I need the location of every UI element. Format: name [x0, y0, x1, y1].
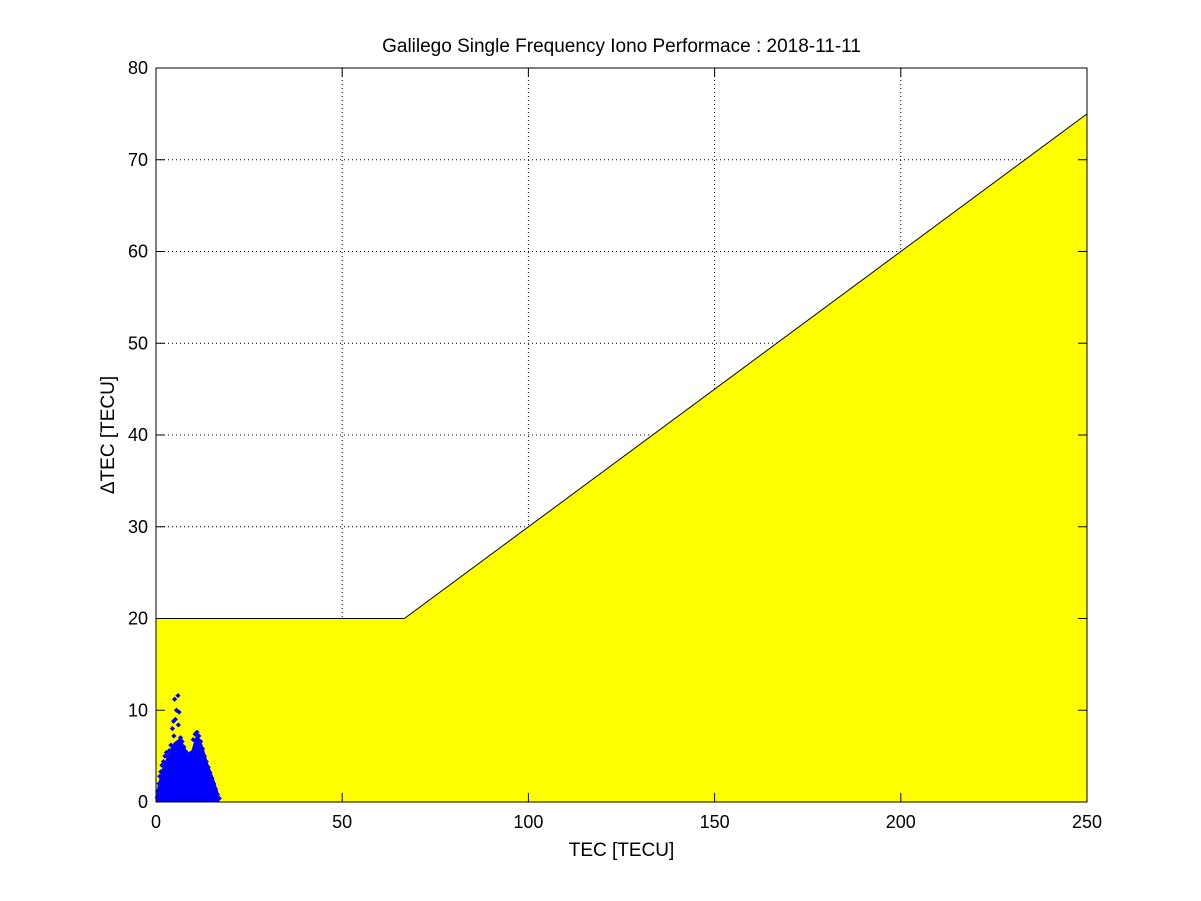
scatter-point	[172, 716, 178, 723]
y-tick-label: 50	[128, 333, 148, 353]
y-tick-label: 60	[128, 242, 148, 262]
scatter-point	[171, 733, 177, 739]
x-tick-label: 0	[151, 812, 161, 832]
scatter-point	[176, 709, 182, 715]
scatter-points	[154, 692, 222, 803]
x-tick-label: 50	[332, 812, 352, 832]
scatter-point	[170, 718, 177, 724]
scatter-point	[175, 722, 181, 728]
scatter-point	[190, 737, 196, 743]
y-tick-label: 0	[138, 792, 148, 812]
chart-title: Galilego Single Frequency Iono Performac…	[382, 36, 861, 57]
x-tick-label: 200	[886, 812, 916, 832]
threshold-boundary-line	[156, 113, 1088, 619]
tick-labels: 0 50 100 150 200 250 0 10 20 30 40 50 60 70 80	[128, 58, 1102, 832]
y-tick-label: 80	[128, 58, 148, 78]
scatter-point	[175, 692, 181, 699]
scatter-point	[194, 729, 200, 735]
axis-ticks	[155, 67, 1088, 803]
x-axis-title: TEC [TECU]	[569, 840, 675, 861]
threshold-region	[156, 113, 1087, 802]
threshold-region-layer	[156, 113, 1088, 802]
scatter-point	[172, 696, 178, 702]
scatter-point	[169, 726, 175, 732]
y-tick-label: 30	[128, 517, 148, 537]
y-tick-label: 10	[128, 700, 148, 720]
x-tick-label: 250	[1072, 812, 1102, 832]
scatter-cluster-area	[156, 732, 220, 802]
y-axis-title: ΔTEC [TECU]	[98, 376, 119, 494]
y-tick-label: 40	[128, 425, 148, 445]
y-tick-label: 70	[128, 150, 148, 170]
x-tick-label: 150	[700, 812, 730, 832]
scatter-point	[168, 742, 174, 748]
y-tick-label: 20	[128, 609, 148, 629]
x-tick-label: 100	[513, 812, 543, 832]
